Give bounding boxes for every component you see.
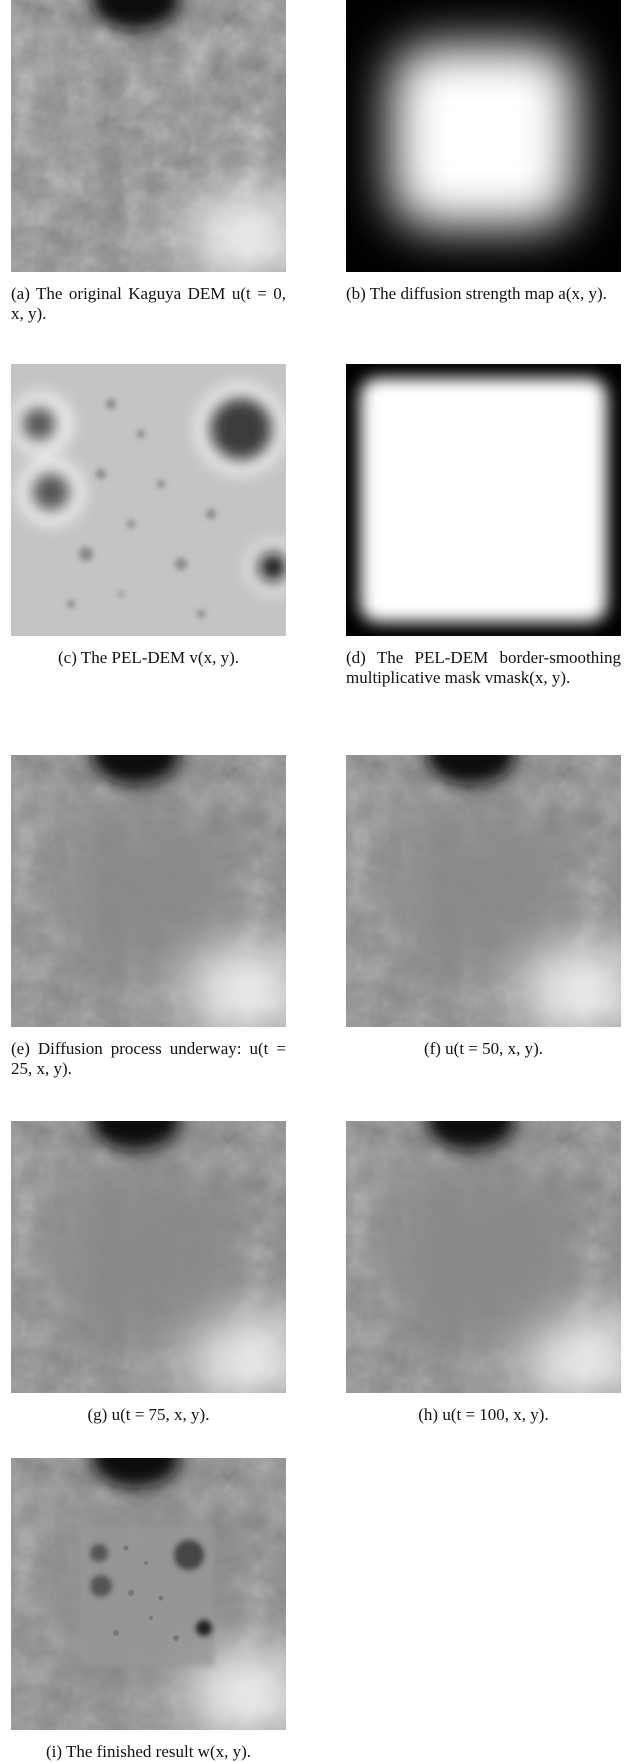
- figure: (b) The diffusion strength map a(x, y).: [346, 0, 621, 304]
- caption: (e) Diffusion process underway: u(t = 25…: [11, 1039, 286, 1079]
- image: [11, 755, 286, 1027]
- figure: (g) u(t = 75, x, y).: [11, 1121, 286, 1425]
- image: [346, 755, 621, 1027]
- image: [11, 1121, 286, 1393]
- figure: (c) The PEL-DEM v(x, y).: [11, 364, 286, 668]
- caption: (a) The original Kaguya DEM u(t = 0, x, …: [11, 284, 286, 324]
- image: [11, 1458, 286, 1730]
- figure: (h) u(t = 100, x, y).: [346, 1121, 621, 1425]
- caption: (f) u(t = 50, x, y).: [346, 1039, 621, 1059]
- image: [11, 364, 286, 636]
- caption: (h) u(t = 100, x, y).: [346, 1405, 621, 1425]
- caption: (c) The PEL-DEM v(x, y).: [11, 648, 286, 668]
- figure: (d) The PEL-DEM border-smoothing multipl…: [346, 364, 621, 688]
- caption: (b) The diffusion strength map a(x, y).: [346, 284, 621, 304]
- figure: (f) u(t = 50, x, y).: [346, 755, 621, 1059]
- caption: (g) u(t = 75, x, y).: [11, 1405, 286, 1425]
- figure: (a) The original Kaguya DEM u(t = 0, x, …: [11, 0, 286, 324]
- image: [11, 0, 286, 272]
- caption: (i) The finished result w(x, y).: [11, 1742, 286, 1762]
- caption: (d) The PEL-DEM border-smoothing multipl…: [346, 648, 621, 688]
- figure: (i) The finished result w(x, y).: [11, 1458, 286, 1762]
- page: {"figures": [ {"caption": "(a) The origi…: [0, 0, 634, 1758]
- figure: (e) Diffusion process underway: u(t = 25…: [11, 755, 286, 1079]
- image: [346, 1121, 621, 1393]
- image: [346, 0, 621, 272]
- image: [346, 364, 621, 636]
